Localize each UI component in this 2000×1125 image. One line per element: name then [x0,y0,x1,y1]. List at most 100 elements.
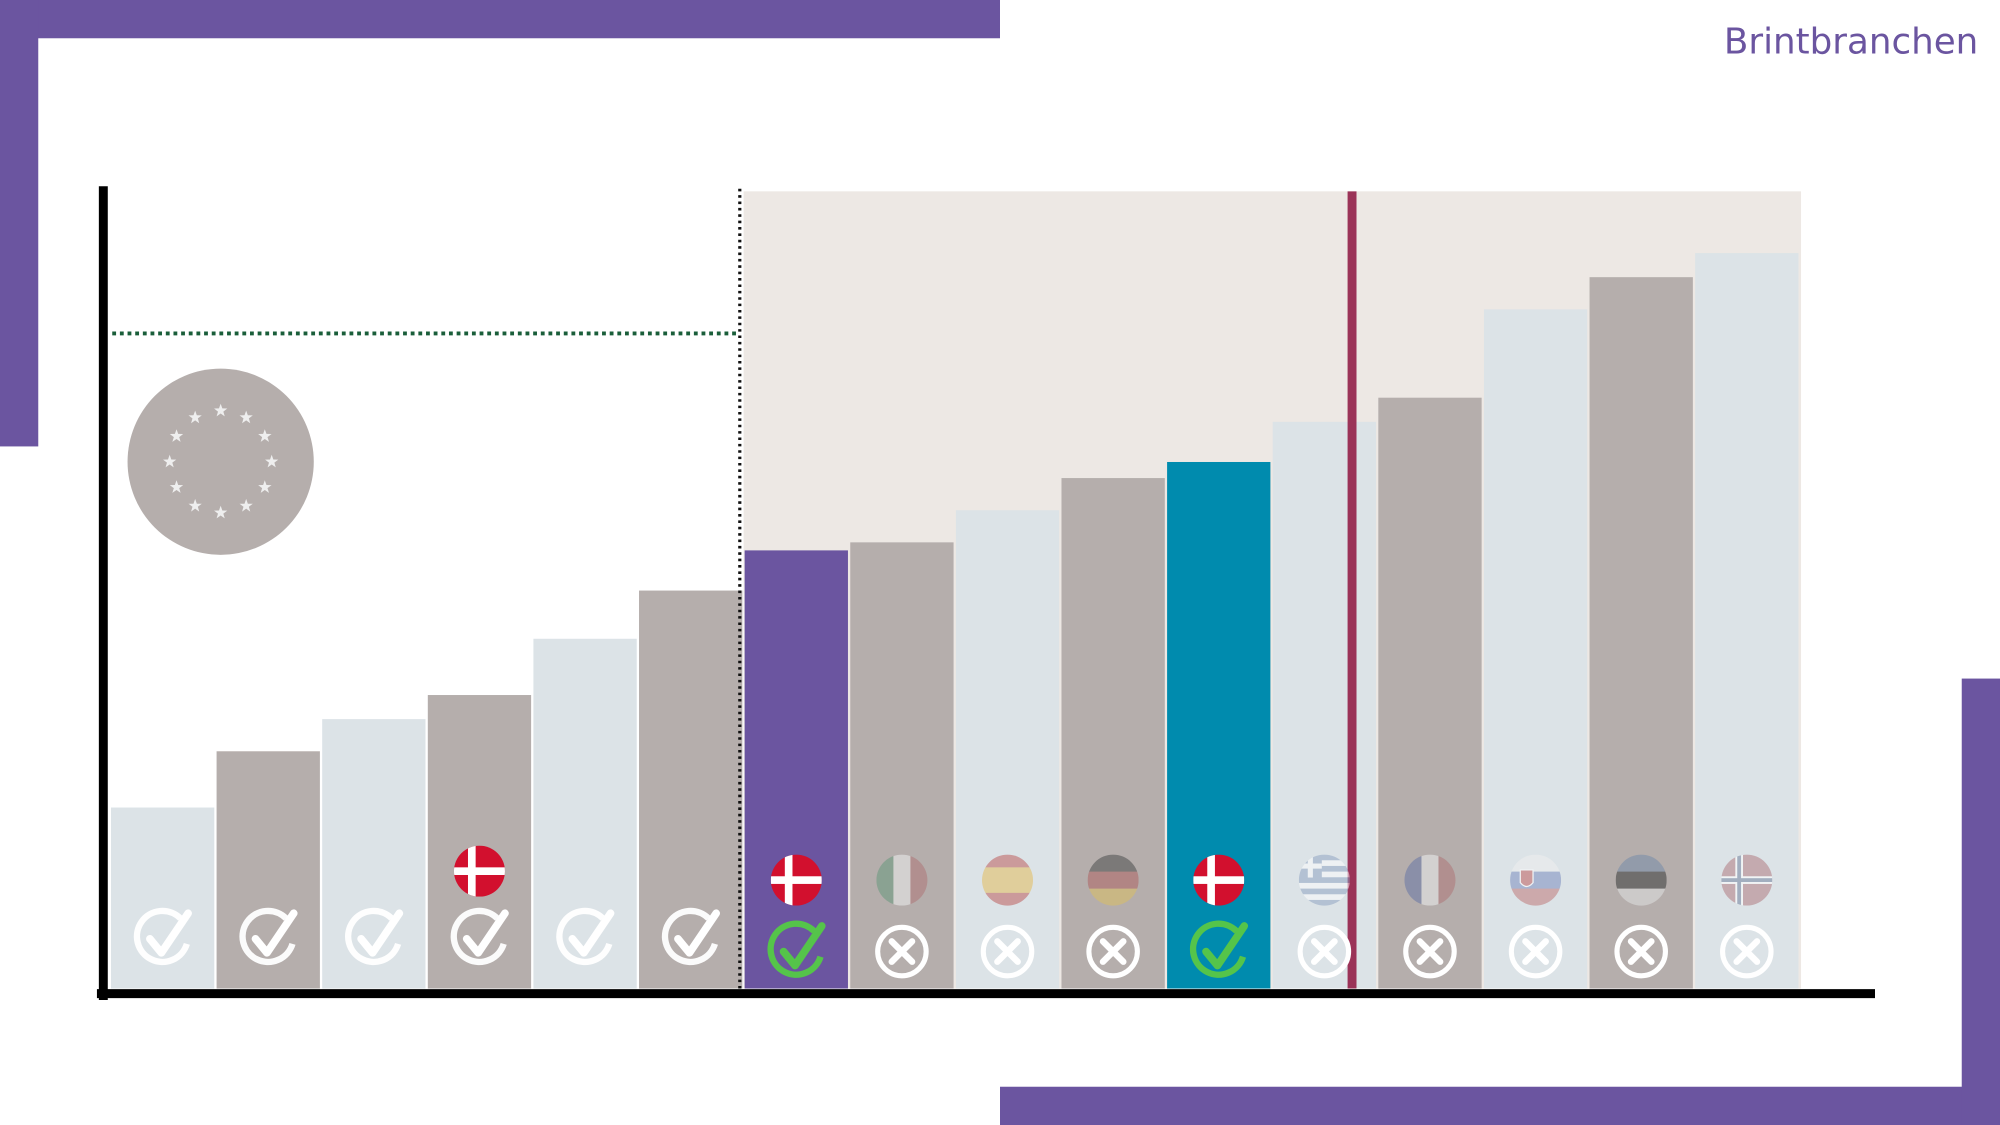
check-mark [568,909,615,957]
check-icon [556,907,613,966]
flag [1510,854,1562,906]
flag-stripe [1615,854,1667,873]
cross-icon [1614,924,1668,979]
eu-star [265,454,279,468]
flag-cross [1298,863,1322,869]
icons [133,845,1774,979]
flag [1721,854,1773,906]
eu-star [169,429,184,442]
eu-star [239,410,253,424]
flag-stripe [1510,888,1562,906]
eu-emblem [127,368,314,555]
flag-stripe [1298,871,1350,878]
flag-stripe [1298,888,1350,895]
flag-stripe [1615,888,1667,906]
flag-cross [770,876,822,884]
cross-mark [1627,938,1655,965]
flag-stripe [1087,871,1139,890]
check-mark [462,909,509,957]
flag-cross [453,867,505,875]
bar [1061,478,1165,989]
flag-stripe [1438,854,1456,906]
flag [1404,854,1456,906]
frame-bottom [1000,1086,2000,1125]
eu-star [188,410,202,424]
flag-stripe [1615,871,1667,890]
flag [982,854,1034,906]
flag [1298,854,1350,906]
cross-mark [994,938,1021,965]
flag [1193,854,1245,906]
cross-mark [1099,938,1127,965]
check-mark [779,922,826,970]
brand: Brintbranchen [1724,22,1978,63]
flag-stripe [1298,865,1350,872]
frame-top [0,0,1000,39]
cross-mark [1416,938,1444,965]
bar [744,550,848,989]
bar [850,542,954,989]
eu-star [258,480,272,493]
bar [110,807,215,989]
cross-mark [1310,938,1338,965]
flag-stripe [1298,894,1350,901]
flag-stripe [1087,888,1139,906]
flag-stripe [1087,854,1139,873]
flag-stripe [1404,854,1423,906]
cross-icon [980,924,1035,979]
flag-cross [1721,878,1773,883]
eu-star [214,403,228,417]
check-mark [251,909,298,957]
eu-circle [127,368,314,555]
frame-right [1961,678,2000,1125]
bar [533,638,637,989]
frame-left [0,0,39,447]
check-mark [1202,922,1249,970]
flag [1615,854,1667,906]
check-icon [450,907,507,966]
flag [1087,854,1139,906]
eu-star [188,498,202,512]
check-icon [345,907,402,966]
eu-star [214,505,228,519]
cross-icon [1297,924,1352,979]
bar [322,719,426,989]
flag-stripe [1421,854,1440,906]
flag-stripe [910,854,928,906]
cross-icon [1508,924,1563,979]
cross-mark [1733,938,1761,965]
bar [955,510,1060,989]
cross-icon [1086,924,1140,979]
flag-stripe [1298,877,1350,884]
flag [453,845,505,897]
check-mark [674,909,721,957]
cross-mark [1522,938,1549,965]
flag-stripe [1298,860,1350,867]
check-icon [1189,920,1247,978]
flag-stripe [876,854,895,906]
flag [876,854,928,906]
flag-stripe [1298,854,1350,861]
flag-stripe [982,867,1034,893]
eu-stars [163,403,279,519]
flag-emblem [1519,869,1534,888]
eu-star [163,454,177,468]
cross-icon [875,924,929,979]
flag-stripe [1510,871,1562,890]
eu-star [239,498,253,512]
eu-star [258,429,272,442]
eu-star [169,480,184,493]
flag-stripe [1298,882,1350,889]
flag-stripe [893,854,912,906]
bar [1167,461,1271,989]
check-icon [239,907,296,966]
flag [770,854,822,906]
flag-cross [1193,876,1245,884]
cross-icon [1720,924,1774,979]
bar [639,590,743,989]
check-icon [661,907,718,966]
check-icon [767,920,824,978]
cross-icon [1403,924,1457,979]
